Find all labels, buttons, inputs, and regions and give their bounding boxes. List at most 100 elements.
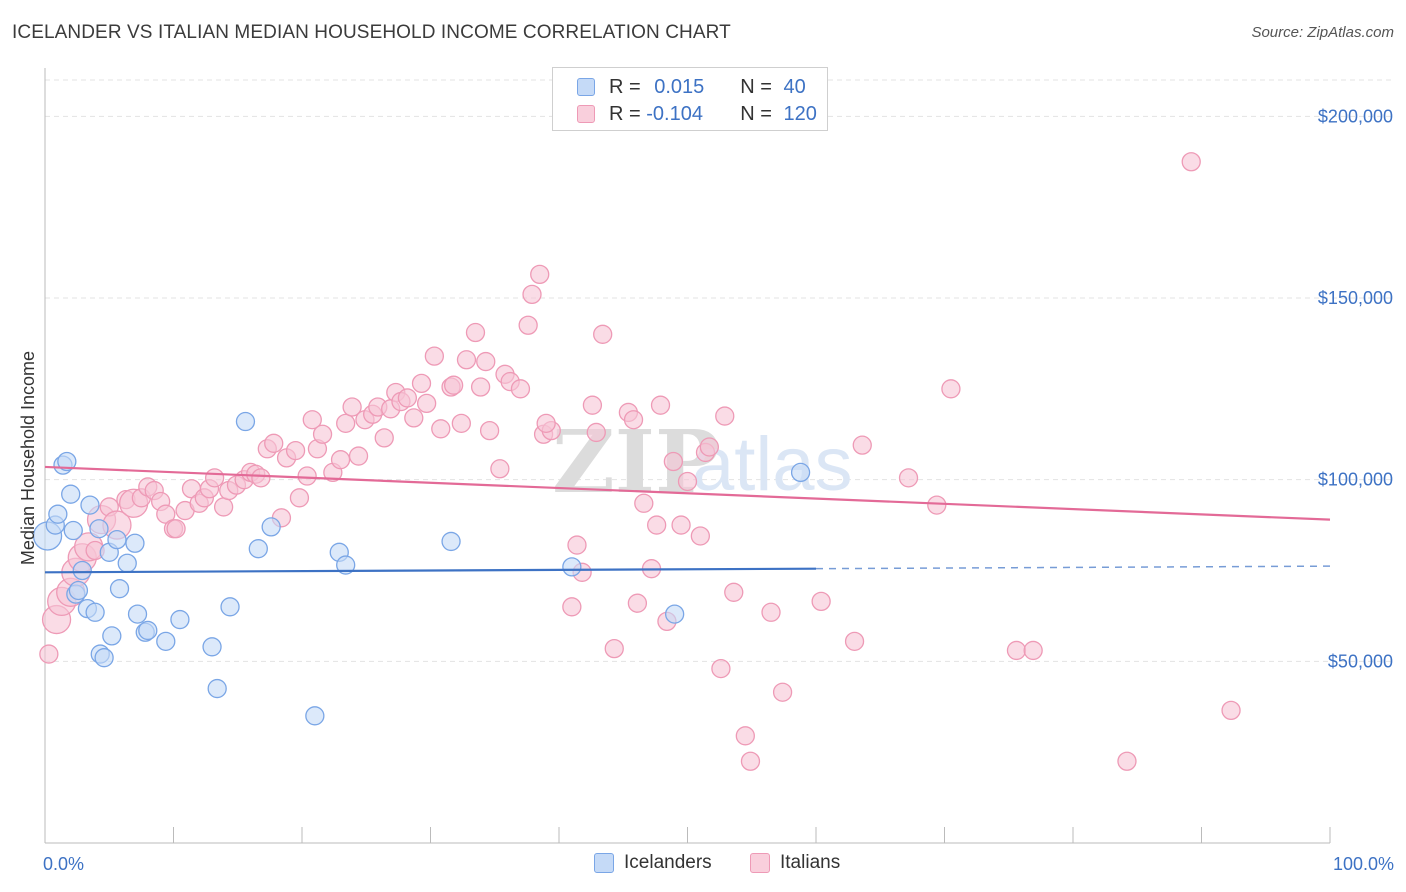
italian-point	[424, 346, 445, 366]
icelander-point	[68, 580, 89, 601]
italian-point	[715, 406, 735, 426]
icelander-point	[80, 495, 100, 515]
italian-point	[634, 493, 654, 513]
italian-point	[1006, 640, 1027, 661]
bottom-legend-label: Italians	[780, 852, 841, 873]
x-tick-label-start: 0.0%	[43, 854, 84, 874]
icelander-point	[220, 597, 240, 617]
bottom-legend-label: Icelanders	[624, 852, 712, 873]
icelander-trend-line	[44, 567, 817, 574]
italian-point	[476, 351, 496, 372]
italian-point	[677, 471, 698, 492]
icelander-point	[305, 706, 325, 726]
italian-point	[465, 322, 486, 343]
legend-r-value: 0.015	[654, 75, 705, 98]
italian-point	[650, 395, 671, 415]
bottom-legend-italians: Italians	[750, 852, 840, 874]
italian-point	[844, 631, 865, 651]
italian-point	[941, 379, 961, 399]
icelander-point	[125, 533, 145, 553]
italian-point	[312, 424, 333, 444]
italian-point	[431, 419, 451, 439]
bottom-legend-swatch-blue	[594, 853, 614, 873]
legend-n-value: 40	[783, 75, 806, 98]
italian-point	[536, 413, 556, 434]
icelander-point	[109, 579, 130, 599]
italian-point	[593, 324, 613, 344]
italian-point	[443, 375, 464, 395]
italian-point	[699, 437, 719, 457]
italian-trend-line	[44, 465, 1331, 521]
bottom-legend-swatch-pink	[750, 853, 770, 873]
icelander-point	[48, 504, 68, 524]
italian-point	[330, 450, 351, 470]
italian-point	[297, 466, 317, 486]
italian-point	[711, 658, 731, 679]
icelander-point	[441, 531, 461, 552]
italian-point	[663, 451, 684, 472]
icelander-point	[94, 648, 114, 668]
italian-point	[374, 428, 394, 448]
icelander-point	[248, 539, 268, 559]
italian-point	[39, 644, 59, 664]
italian-point	[397, 388, 418, 408]
icelander-point	[107, 529, 127, 550]
icelander-point	[63, 520, 83, 541]
italian-point	[166, 519, 186, 539]
italian-point	[627, 593, 648, 613]
italian-point	[348, 446, 369, 466]
italian-point	[470, 377, 491, 397]
italian-point	[761, 602, 781, 622]
legend-n-label: N =	[740, 102, 778, 125]
italian-point	[456, 350, 477, 370]
icelander-point	[235, 411, 256, 432]
italian-point	[479, 420, 500, 441]
axes	[44, 68, 1331, 844]
italian-point	[586, 422, 606, 443]
legend-n-label: N =	[740, 75, 778, 98]
italian-point	[213, 497, 234, 517]
italian-point	[852, 435, 872, 455]
trend-lines	[44, 465, 1331, 574]
italian-point	[490, 459, 510, 479]
italian-point	[811, 591, 831, 612]
italian-point	[336, 413, 356, 434]
italian-point	[411, 373, 432, 394]
italian-point	[671, 515, 691, 535]
italian-point	[898, 468, 919, 488]
icelander-point	[117, 553, 137, 573]
icelander-point	[790, 462, 811, 483]
icelander-point	[127, 604, 148, 624]
legend-r-label: R =	[609, 75, 647, 98]
italian-point	[604, 638, 624, 659]
italian-point	[285, 440, 306, 461]
y-axis-label: Median Household Income	[18, 351, 38, 565]
italian-point	[740, 751, 761, 771]
italian-point	[522, 284, 542, 305]
icelander-point	[138, 620, 158, 641]
icelander-point	[202, 637, 222, 657]
bottom-legend: Icelanders Italians	[0, 852, 1406, 878]
y-tick-labels: $50,000 $100,000 $150,000 $200,000	[1318, 106, 1393, 671]
italian-point	[530, 264, 550, 285]
icelander-trend-extension	[815, 565, 1331, 570]
italian-point	[404, 408, 424, 428]
icelander-point	[57, 451, 77, 472]
y-tick-label: $50,000	[1328, 651, 1393, 671]
italian-point	[342, 397, 362, 417]
italian-point	[623, 410, 644, 430]
italian-point	[204, 468, 225, 488]
icelander-point	[336, 555, 356, 575]
icelander-point	[102, 626, 122, 646]
legend-r-value: -0.104	[646, 102, 703, 125]
legend-r-label: R =	[609, 102, 647, 125]
italian-point	[510, 379, 531, 399]
italian-point	[647, 515, 667, 535]
y-tick-label: $100,000	[1318, 470, 1393, 490]
bottom-legend-icelanders: Icelanders	[594, 852, 712, 874]
italian-point	[772, 682, 793, 702]
italian-point	[735, 726, 755, 746]
legend-swatch-pink	[577, 105, 595, 123]
legend-row-italians: R = -0.104 N = 120	[577, 101, 817, 127]
